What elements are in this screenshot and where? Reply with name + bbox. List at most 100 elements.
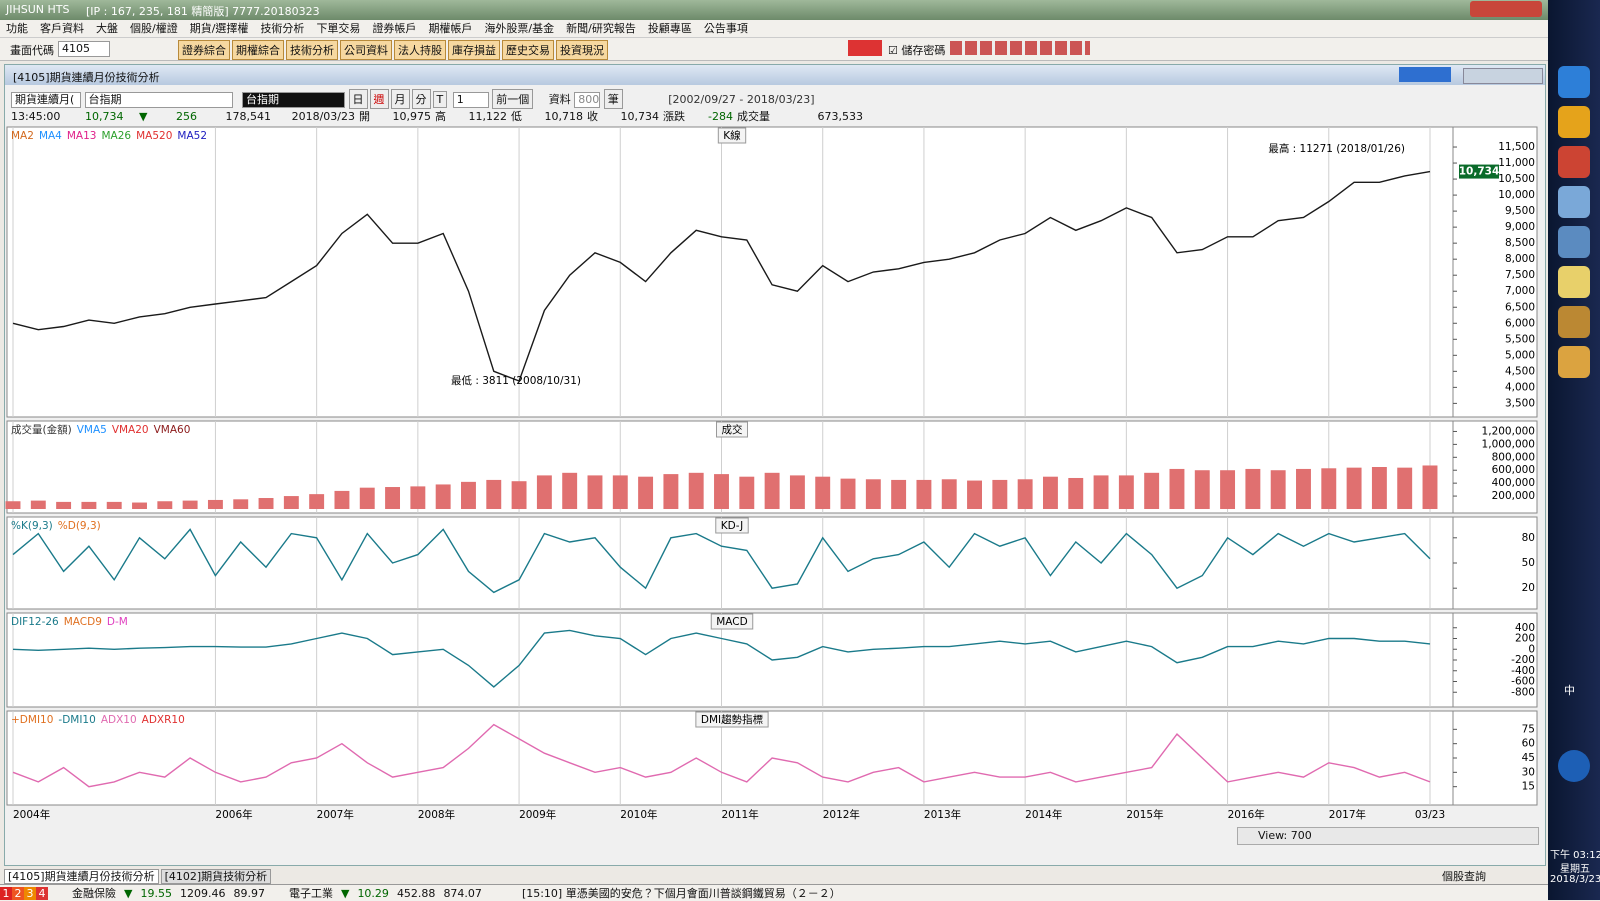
taskbar-icon[interactable]: [1558, 186, 1590, 218]
menu-item[interactable]: 大盤: [96, 22, 118, 35]
interval-select[interactable]: 1: [452, 92, 489, 108]
ime-indicator[interactable]: 中: [1564, 684, 1575, 697]
volume-bar: [688, 472, 704, 509]
taskbar-icon[interactable]: [1558, 266, 1590, 298]
taskbar-icon[interactable]: [1558, 346, 1590, 378]
period-button[interactable]: 月: [390, 89, 410, 109]
volume-bar: [1397, 467, 1413, 509]
x-tick-label: 2007年: [317, 808, 354, 821]
code-input[interactable]: 4105: [58, 41, 110, 57]
product-select[interactable]: 台指期: [84, 92, 233, 108]
save-password[interactable]: ☑ 儲存密碼: [888, 44, 946, 57]
data-label: 資料: [548, 93, 571, 106]
menu-item[interactable]: 客戶資料: [40, 22, 84, 35]
menu-item[interactable]: 證券帳戶: [372, 22, 417, 35]
menu-item[interactable]: 新聞/研究報告: [566, 22, 636, 35]
ticker-page[interactable]: 4: [36, 887, 48, 900]
toolbar-button[interactable]: 證券綜合: [178, 40, 230, 60]
volume-bar: [385, 487, 401, 509]
y-tick-label: 15: [1522, 781, 1535, 793]
menu-item[interactable]: 下單交易: [316, 22, 361, 35]
y-tick-label: 9,500: [1505, 205, 1535, 217]
taskbar-icon[interactable]: [1558, 226, 1590, 258]
date-range: [2002/09/27 - 2018/03/23]: [668, 93, 815, 106]
toolbar-button[interactable]: 期權綜合: [232, 40, 284, 60]
tool-icons[interactable]: [950, 41, 1090, 55]
prev-button[interactable]: 前一個: [492, 89, 534, 109]
y-tick-label: 4,500: [1505, 365, 1535, 377]
icon-group[interactable]: [848, 40, 882, 56]
volume-bar: [1042, 476, 1058, 509]
volume-bar: [410, 486, 426, 509]
ticker-news[interactable]: [15:10] 單憑美國的安危？下個月會面川普談鋼鐵貿易（２－２）: [521, 887, 841, 900]
menu-item[interactable]: 投顧專區: [647, 22, 692, 35]
toolbar-button[interactable]: 投資現況: [556, 40, 608, 60]
y-tick-label: 200,000: [1492, 490, 1535, 502]
ticker-amount: 89.97: [233, 887, 265, 900]
volume-bar: [233, 499, 249, 509]
legend-entry: ADX10: [101, 714, 137, 726]
selected-product[interactable]: 台指期: [242, 92, 345, 108]
toolbar-button[interactable]: 法人持股: [394, 40, 446, 60]
ticker-page[interactable]: 2: [12, 887, 24, 900]
toolbar-button[interactable]: 公司資料: [340, 40, 392, 60]
taskbar-icon[interactable]: [1558, 66, 1590, 98]
y-tick-label: 200: [1515, 633, 1535, 645]
stock-query-label: 個股查詢: [1442, 870, 1486, 883]
menu-item[interactable]: 個股/權證: [130, 22, 178, 35]
legend-entry: MACD9: [64, 616, 102, 628]
period-button[interactable]: 分: [411, 89, 431, 109]
menu-item[interactable]: 技術分析: [260, 22, 305, 35]
help-buttons[interactable]: [1399, 67, 1451, 82]
y-tick-label: 11,000: [1498, 157, 1535, 169]
x-tick-label: 03/23: [1415, 809, 1445, 821]
period-button[interactable]: 週: [369, 89, 389, 109]
quote-arrow: ▼: [139, 110, 148, 123]
quote-close-label: 收: [587, 110, 598, 123]
volume-bar: [1371, 467, 1387, 509]
y-tick-label: 5,500: [1505, 333, 1535, 345]
menu-item[interactable]: 公告事項: [703, 22, 748, 35]
volume-bar: [1093, 475, 1109, 509]
count-input[interactable]: 800: [574, 92, 601, 108]
x-tick-label: 2006年: [215, 808, 252, 821]
panel: [6, 516, 1538, 610]
ticker-page[interactable]: 3: [24, 887, 36, 900]
taskbar-icon[interactable]: [1558, 106, 1590, 138]
toolbar-button[interactable]: 庫存損益: [448, 40, 500, 60]
chart-area: 3,500 4,000 4,500 5,000 5,500 6,000 6,500 7,000…: [5, 126, 1538, 821]
y-tick-label: 800,000: [1492, 451, 1535, 463]
help-icon[interactable]: [1558, 750, 1590, 782]
tab[interactable]: [4105]期貨連續月份技術分析: [4, 869, 159, 884]
view-label: View: 700: [1258, 829, 1312, 842]
volume-bar: [612, 475, 628, 509]
ticker-index: 1209.46: [179, 887, 226, 900]
toolbar-button[interactable]: 歷史交易: [502, 40, 554, 60]
contract-select[interactable]: 期貨連續月(: [11, 92, 81, 108]
window-controls[interactable]: [1470, 1, 1542, 17]
ticker-page[interactable]: 1: [0, 887, 12, 900]
taskbar-icon[interactable]: [1558, 146, 1590, 178]
tab[interactable]: [4102]期貨技術分析: [160, 869, 272, 884]
period-button[interactable]: T: [432, 91, 448, 108]
taskbar-icon[interactable]: [1558, 306, 1590, 338]
toolbar-button[interactable]: 技術分析: [286, 40, 338, 60]
volume-bar: [941, 479, 957, 509]
menu-item[interactable]: 期貨/選擇權: [189, 22, 249, 35]
legend-entry: ADXR10: [142, 714, 185, 726]
y-tick-label: 8,500: [1505, 237, 1535, 249]
menu-item[interactable]: 功能: [6, 22, 28, 35]
x-tick-label: 2013年: [924, 808, 961, 821]
ticker-name: 電子工業: [288, 887, 333, 900]
volume-bar: [536, 475, 552, 509]
menu-item[interactable]: 期權帳戶: [428, 22, 473, 35]
period-button[interactable]: 日: [348, 89, 368, 109]
volume-bar: [739, 476, 755, 509]
menu-item[interactable]: 海外股票/基金: [484, 22, 555, 35]
sub-window-controls[interactable]: [1463, 68, 1543, 84]
quote-open-label: 開: [359, 110, 370, 123]
volume-bar: [435, 484, 451, 509]
x-tick-label: 2004年: [13, 808, 50, 821]
scroll-bar[interactable]: View: 700: [1237, 827, 1539, 845]
